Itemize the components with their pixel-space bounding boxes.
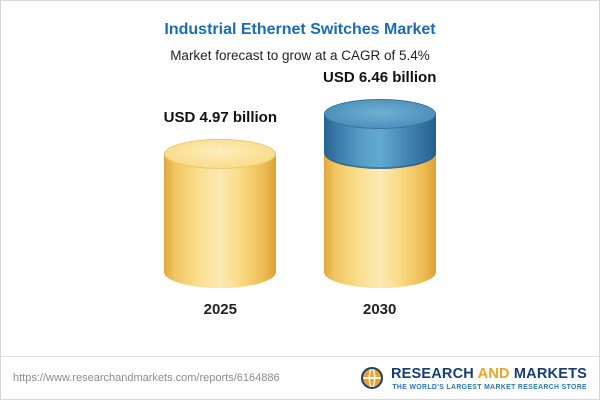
header: Industrial Ethernet Switches Market Mark… <box>1 1 599 63</box>
cylinder-2025-top-ellipse <box>164 139 277 170</box>
cylinder-2025-body <box>164 154 277 289</box>
logo-text: RESEARCH AND MARKETS THE WORLD'S LARGEST… <box>391 366 587 391</box>
value-label-2025: USD 4.97 billion <box>163 109 277 127</box>
cylinder-2030-top-ellipse <box>323 99 436 129</box>
logo-wordmark: RESEARCH AND MARKETS <box>391 366 587 382</box>
logo-tagline: THE WORLD'S LARGEST MARKET RESEARCH STOR… <box>392 383 587 391</box>
cylinder-2030-growth-segment <box>323 99 436 170</box>
chart-subtitle: Market forecast to grow at a CAGR of 5.4… <box>170 48 430 63</box>
cylinder-2030 <box>323 99 436 289</box>
globe-icon <box>360 366 384 390</box>
logo-word-markets: MARKETS <box>513 365 587 382</box>
value-label-2030: USD 6.46 billion <box>323 69 437 86</box>
logo-word-and: AND <box>477 365 510 382</box>
report-url: https://www.researchandmarkets.com/repor… <box>13 372 280 384</box>
bar-group-2025: USD 4.97 billion 2025 <box>164 109 277 318</box>
category-label-2025: 2025 <box>203 301 237 319</box>
bar-group-2030: USD 6.46 billion 2030 <box>323 69 436 318</box>
chart-title: Industrial Ethernet Switches Market <box>164 21 436 38</box>
cylinder-2025 <box>164 139 277 289</box>
chart-area: USD 4.97 billion 2025 USD 6.46 billion 2… <box>1 69 599 318</box>
research-and-markets-logo: RESEARCH AND MARKETS THE WORLD'S LARGEST… <box>360 366 587 391</box>
logo-word-research: RESEARCH <box>390 365 474 382</box>
category-label-2030: 2030 <box>362 301 397 319</box>
footer: https://www.researchandmarkets.com/repor… <box>1 356 599 399</box>
